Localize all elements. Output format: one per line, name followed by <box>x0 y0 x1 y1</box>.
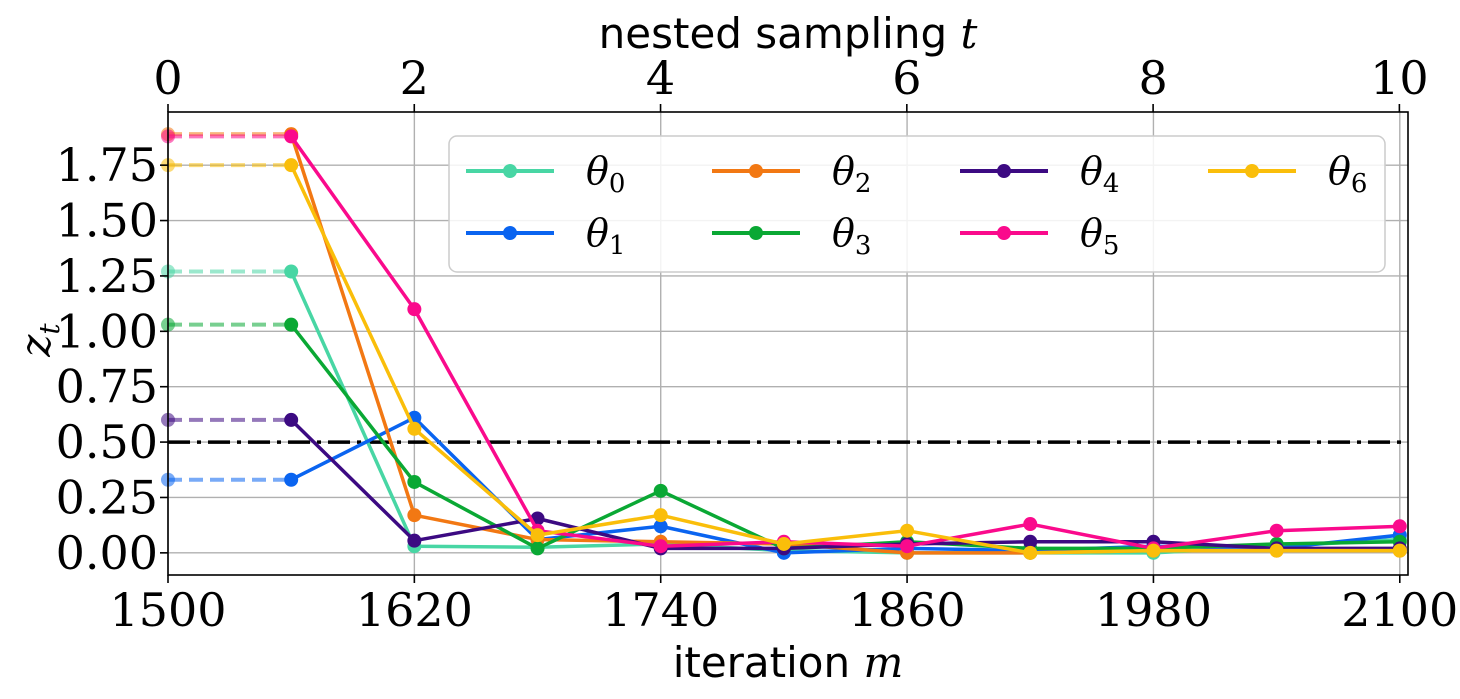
data-point <box>284 317 299 332</box>
x-tick-label: 1500 <box>109 583 226 637</box>
data-point <box>284 412 299 427</box>
series-line <box>289 418 1400 551</box>
y-tick-label: 0.75 <box>56 360 158 414</box>
y-axis-title-group: zt <box>11 323 66 358</box>
legend-item-theta-4: θ4 <box>960 149 1119 199</box>
data-point <box>407 508 422 523</box>
legend-label: θ4 <box>1080 149 1119 199</box>
data-point <box>653 539 668 554</box>
legend-item-theta-6: θ6 <box>1208 149 1367 199</box>
legend-item-theta-2: θ2 <box>712 149 871 199</box>
data-point <box>284 472 299 487</box>
y-tick-label: 1.50 <box>56 194 158 248</box>
series-line <box>289 164 1400 555</box>
legend-swatch-marker <box>997 226 1011 240</box>
legend-label: θ0 <box>586 149 625 199</box>
x-tick-label: 1860 <box>849 583 966 637</box>
x2-tick-label: 10 <box>1370 51 1429 105</box>
legend-swatch-marker <box>1245 164 1259 178</box>
x-tick-label: 1620 <box>356 583 473 637</box>
legend-item-theta-0: θ0 <box>466 149 625 199</box>
data-point <box>1392 519 1407 534</box>
y-axis-title-sub: t <box>33 323 66 335</box>
series-line <box>289 270 1400 555</box>
data-point <box>407 302 422 317</box>
x2-tick-label: 4 <box>646 51 675 105</box>
data-point <box>900 523 915 538</box>
legend-item-theta-1: θ1 <box>466 211 625 261</box>
legend: θ0 θ1 θ2 θ3 θ4 θ5 θ6 <box>448 135 1386 273</box>
data-point <box>1023 534 1038 549</box>
legend-swatch-marker <box>749 226 763 240</box>
data-point <box>1023 517 1038 532</box>
x-tick-label: 1740 <box>602 583 719 637</box>
data-point <box>900 539 915 554</box>
x2-tick-label: 0 <box>153 51 182 105</box>
data-point <box>284 129 299 144</box>
y-tick-label: 0.00 <box>56 526 158 580</box>
data-point <box>530 528 545 543</box>
data-point <box>1269 523 1284 538</box>
x2-axis-title-prefix: nested sampling <box>599 9 947 58</box>
legend-swatch-marker <box>503 164 517 178</box>
legend-swatch-marker <box>997 164 1011 178</box>
legend-swatch-marker <box>749 164 763 178</box>
x2-axis-title-var: t <box>960 9 977 58</box>
x2-tick-label: 2 <box>400 51 429 105</box>
data-point <box>1146 543 1161 558</box>
x-tick-label: 2100 <box>1341 583 1458 637</box>
series-theta-6 <box>161 158 1407 560</box>
x2-axis-title: nested sampling t <box>599 9 978 58</box>
x2-tick-label: 8 <box>1138 51 1167 105</box>
x-axis-title-prefix: iteration <box>673 638 850 687</box>
series-line <box>289 135 1400 551</box>
y-tick-label: 1.75 <box>56 138 158 192</box>
data-point <box>407 474 422 489</box>
y-axis-title: zt <box>11 323 66 358</box>
data-point <box>653 508 668 523</box>
legend-box <box>448 135 1386 273</box>
x-axis-title-var: m <box>863 638 903 687</box>
legend-items: θ0 θ1 θ2 θ3 θ4 θ5 θ6 <box>466 149 1367 261</box>
y-tick-label: 1.00 <box>56 304 158 358</box>
y-tick-label: 0.25 <box>56 470 158 524</box>
x2-tick-label: 6 <box>892 51 921 105</box>
legend-label: θ2 <box>832 149 871 199</box>
data-point <box>653 519 668 534</box>
series-layer <box>161 127 1407 560</box>
data-point <box>1269 543 1284 558</box>
series-theta-3 <box>161 317 1407 556</box>
y-tick-label: 1.25 <box>56 249 158 303</box>
y-axis-title-var: z <box>11 334 60 358</box>
legend-label: θ5 <box>1080 211 1119 261</box>
plot-frame <box>167 111 1409 576</box>
data-point <box>530 541 545 556</box>
y-tick-label: 0.50 <box>56 415 158 469</box>
data-point <box>407 533 422 548</box>
legend-item-theta-3: θ3 <box>712 211 871 261</box>
data-point <box>653 483 668 498</box>
legend-label: θ1 <box>586 211 625 261</box>
data-point <box>1023 545 1038 560</box>
legend-swatch-marker <box>503 226 517 240</box>
x-axis-title: iteration m <box>673 638 904 687</box>
data-point <box>776 536 791 551</box>
data-point <box>284 264 299 279</box>
legend-label: θ6 <box>1328 149 1367 199</box>
legend-item-theta-5: θ5 <box>960 211 1119 261</box>
series-theta-4 <box>161 412 1407 556</box>
data-point <box>407 421 422 436</box>
series-line <box>289 323 1400 551</box>
legend-label: θ3 <box>832 211 871 261</box>
data-point <box>1392 543 1407 558</box>
series-theta-5 <box>161 129 1407 556</box>
data-point <box>284 158 299 173</box>
x-tick-label: 1980 <box>1095 583 1212 637</box>
